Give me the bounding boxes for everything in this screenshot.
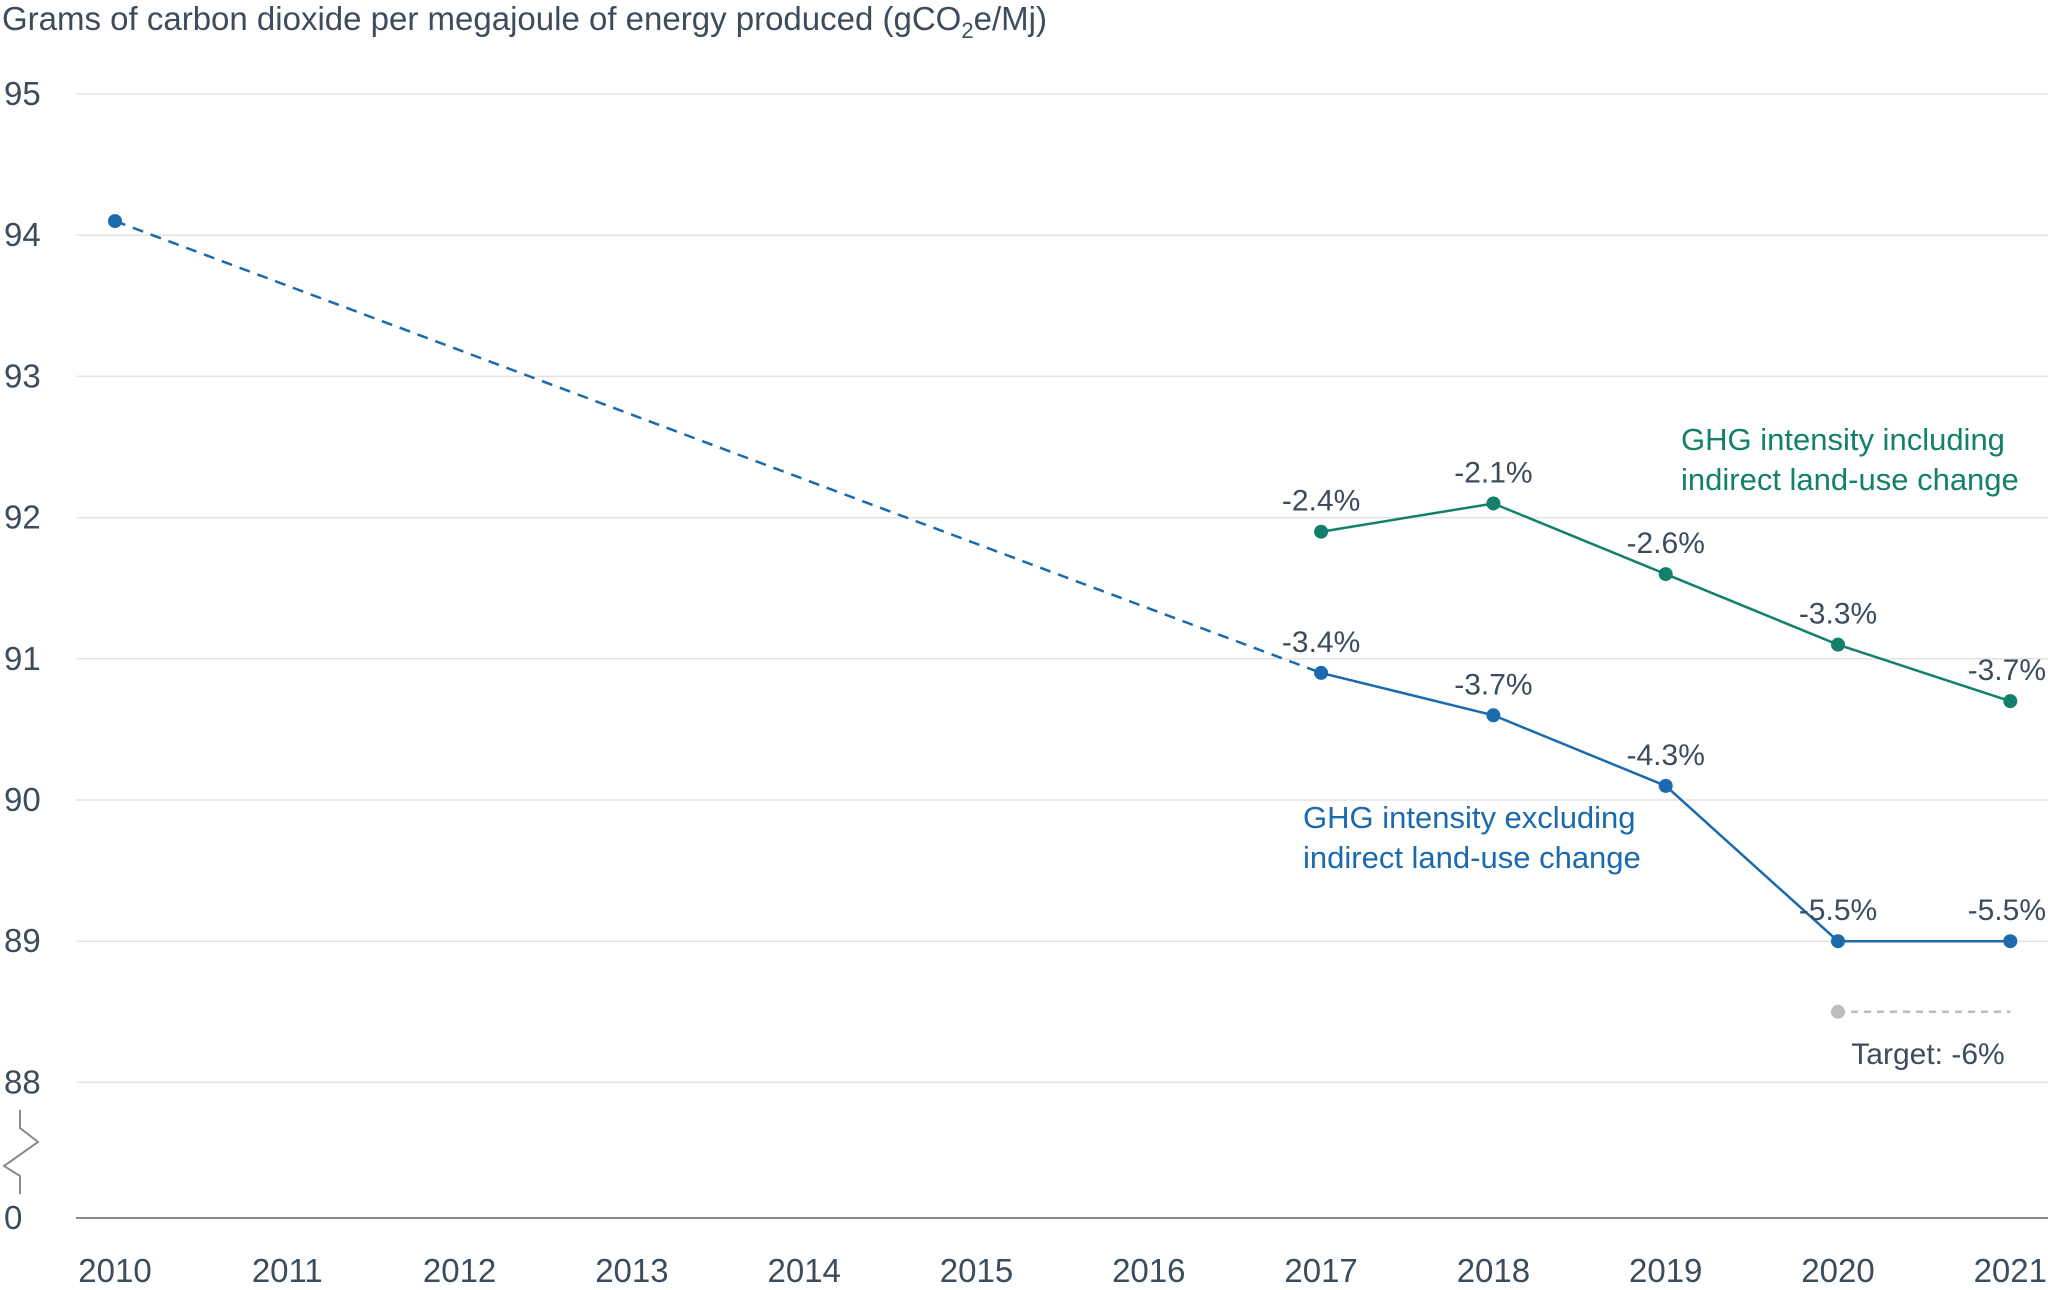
y-tick-94: 94 (4, 216, 41, 253)
target-line: Target: -6% (1831, 1004, 2011, 1071)
y-axis-label-subscript: 2 (961, 18, 973, 43)
axis-break-zigzag (2, 1110, 40, 1194)
x-tick-2020: 2020 (1801, 1252, 1874, 1289)
target-label: Target: -6% (1851, 1038, 2004, 1071)
x-tick-2018: 2018 (1457, 1252, 1530, 1289)
y-tick-88: 88 (4, 1063, 41, 1100)
series-0-point-2017 (1314, 665, 1329, 680)
y-tick-95: 95 (4, 75, 41, 112)
y-tick-89: 89 (4, 922, 41, 959)
x-tick-2021: 2021 (1974, 1252, 2047, 1289)
x-tick-2011: 2011 (252, 1252, 323, 1289)
x-tick-2010: 2010 (78, 1252, 151, 1289)
series-0-point-2021 (2003, 934, 2018, 949)
series-0-label-2019: -4.3% (1627, 739, 1705, 772)
series-0-point-2018 (1486, 708, 1501, 723)
series-1-point-2018 (1486, 496, 1501, 511)
series-0-label-2020: -5.5% (1799, 894, 1877, 927)
y-axis-label-main: Grams of carbon dioxide per megajoule of… (2, 0, 961, 37)
y-axis-break-icon (2, 1110, 40, 1194)
x-tick-2019: 2019 (1629, 1252, 1702, 1289)
x-tick-2013: 2013 (595, 1252, 668, 1289)
x-tick-2014: 2014 (767, 1252, 840, 1289)
x-tick-2016: 2016 (1112, 1252, 1185, 1289)
series-1-label-2017: -2.4% (1282, 485, 1360, 518)
series-1-point-2021 (2003, 694, 2018, 709)
y-tick-0: 0 (4, 1199, 22, 1236)
series-1-label-2019: -2.6% (1627, 527, 1705, 560)
y-tick-90: 90 (4, 781, 41, 818)
y-axis-ticks: 0 88 89 90 91 92 93 94 95 (4, 75, 41, 1236)
series-0-point-2020 (1831, 934, 1845, 949)
series-1-point-2020 (1831, 637, 1845, 652)
series-1-point-2019 (1658, 567, 1673, 582)
series-lines (108, 214, 2018, 949)
grid-lines (76, 93, 2048, 1219)
series-0-point-2019 (1658, 778, 1673, 793)
target-point (1831, 1004, 1845, 1019)
series-1-name: GHG intensity including indirect land-use… (1681, 422, 2019, 497)
data-labels: -3.4% -3.7% -4.3% -5.5% -5.5% -2.4% -2.1% -2.6%… (1282, 422, 2046, 927)
series-0-label-2018: -3.7% (1454, 668, 1532, 701)
series-1-point-2017 (1314, 524, 1329, 539)
series-0-name: GHG intensity excluding indirect land-use… (1303, 800, 1641, 875)
x-axis-ticks: 2010 2011 2012 2013 2014 2015 2016 2017 2018 2019… (78, 1252, 2047, 1289)
series-0-dashed-segment (114, 219, 1322, 675)
x-tick-2012: 2012 (423, 1252, 496, 1289)
series-0-label-2017: -3.4% (1282, 626, 1360, 659)
y-axis-label: Grams of carbon dioxide per megajoule of… (2, 0, 1047, 43)
x-tick-2017: 2017 (1284, 1252, 1357, 1289)
x-tick-2015: 2015 (940, 1252, 1013, 1289)
y-axis-label-end: e/Mj) (974, 0, 1047, 37)
y-tick-93: 93 (4, 357, 41, 394)
y-tick-91: 91 (4, 640, 41, 677)
series-1-label-2021: -3.7% (1968, 654, 2046, 687)
y-tick-92: 92 (4, 499, 41, 536)
series-0-label-2021: -5.5% (1968, 894, 2046, 927)
series-1-label-2020: -3.3% (1799, 598, 1877, 631)
series-0-point-2010 (108, 214, 122, 229)
series-1-label-2018: -2.1% (1454, 456, 1532, 489)
